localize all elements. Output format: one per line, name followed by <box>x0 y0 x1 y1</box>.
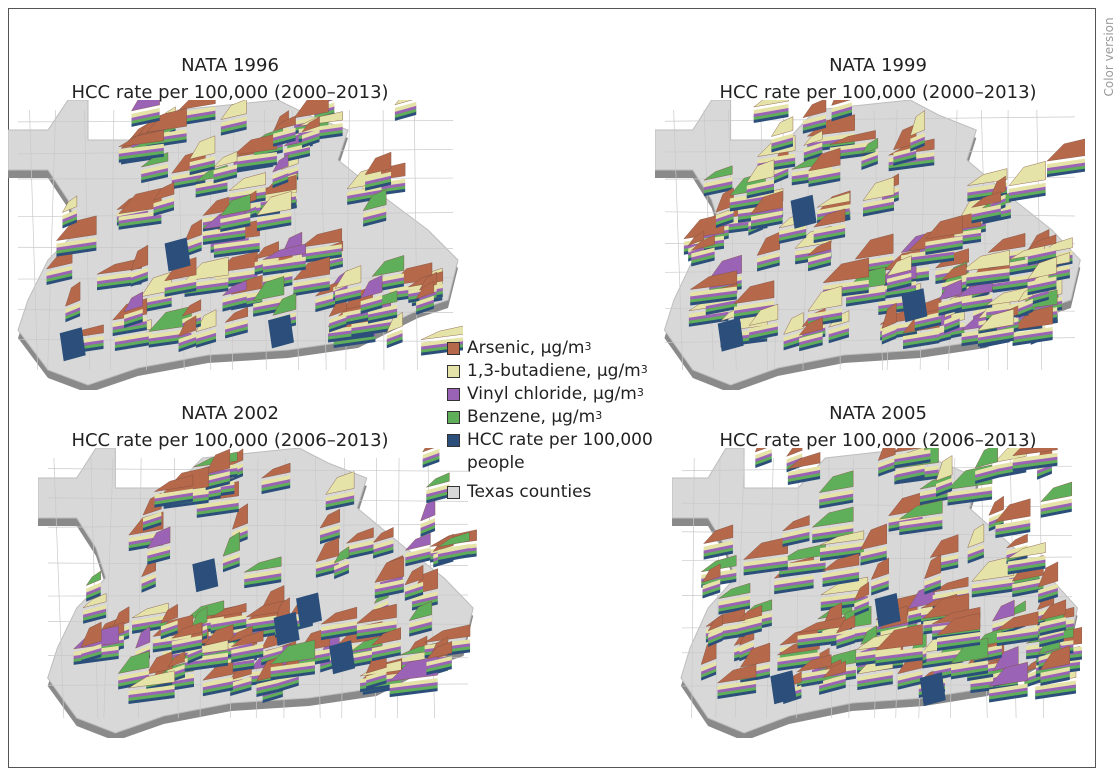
legend-item-texas-counties: Texas counties <box>447 481 672 504</box>
legend-item-butadiene: 1,3-butadiene, μg/m3 <box>447 360 672 383</box>
county-stack <box>421 498 436 537</box>
hcc-county <box>274 612 300 646</box>
side-note: Color version available online <box>1100 16 1116 96</box>
hcc-county <box>920 672 946 706</box>
hcc-county <box>875 593 901 627</box>
hcc-county <box>165 237 191 271</box>
hcc-county <box>901 288 927 322</box>
county-stack <box>1009 161 1046 202</box>
hcc-county <box>60 327 86 361</box>
county-stack <box>423 448 440 468</box>
map-nata-2002 <box>38 448 478 738</box>
hcc-county <box>791 195 817 229</box>
legend-swatch-vinyl-chloride <box>447 388 460 401</box>
county-stack <box>754 100 789 123</box>
legend-item-hcc-rate: HCC rate per 100,000 people <box>447 429 672 475</box>
hcc-county <box>329 640 355 674</box>
county-top <box>975 448 998 468</box>
legend: Arsenic, μg/m3 1,3-butadiene, μg/m3 Viny… <box>447 337 672 504</box>
county-top <box>405 533 430 550</box>
county-stack <box>395 100 416 121</box>
legend-item-arsenic: Arsenic, μg/m3 <box>447 337 672 360</box>
hcc-county <box>296 593 322 627</box>
hcc-county <box>718 318 744 352</box>
county-stack <box>771 117 793 153</box>
legend-swatch-hcc-rate <box>447 434 460 447</box>
legend-swatch-arsenic <box>447 342 460 355</box>
legend-item-benzene: Benzene, μg/m3 <box>447 406 672 429</box>
county-top <box>1009 161 1046 186</box>
hcc-county <box>192 558 218 592</box>
map-nata-2005 <box>672 448 1082 738</box>
legend-item-vinyl-chloride: Vinyl chloride, μg/m3 <box>447 383 672 406</box>
county-top <box>426 473 449 488</box>
hcc-county <box>770 670 796 704</box>
county-stack <box>1047 138 1085 177</box>
county-top <box>1047 138 1085 161</box>
county-top <box>1006 534 1027 548</box>
legend-swatch-benzene <box>447 411 460 424</box>
county-top <box>1041 482 1072 502</box>
county-stack <box>405 533 430 566</box>
legend-swatch-butadiene <box>447 365 460 378</box>
county-top <box>86 571 100 586</box>
legend-swatch-texas-counties <box>447 486 460 499</box>
map-nata-1996 <box>8 100 463 390</box>
county-stack <box>426 473 449 504</box>
map-nata-1999 <box>655 100 1085 390</box>
county-top <box>771 117 793 137</box>
county-stack <box>755 448 771 468</box>
hcc-county <box>268 314 294 348</box>
county-stack <box>1041 482 1072 518</box>
